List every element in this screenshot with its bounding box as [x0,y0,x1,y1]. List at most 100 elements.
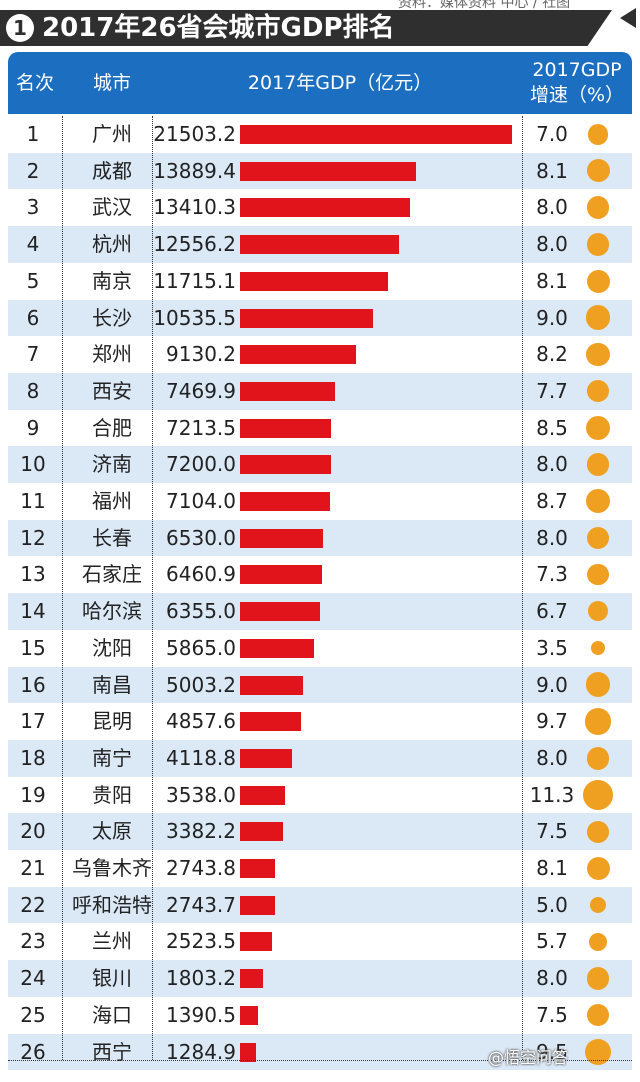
growth-rate-dot [589,932,607,951]
gdp-value-label: 2743.8 [166,856,236,880]
growth-rate-label: 7.5 [536,819,568,844]
ranking-table: 1 广州 21503.2 7.0 2 成都 13889.4 8.1 3 武汉 13410.3 8.0 4… [8,116,632,1071]
column-divider [522,116,523,1060]
growth-rate-dot [585,672,611,698]
gdp-bar [240,125,512,144]
city-cell: 太原 [92,819,132,844]
gdp-value-label: 5003.2 [166,672,236,697]
gdp-value-label: 3382.2 [166,819,236,844]
growth-rate-label: 9.0 [536,672,568,697]
growth-rate-label: 5.0 [536,892,568,917]
table-row: 14 哈尔滨 6355.0 6.7 [8,593,632,630]
gdp-value-label: 6355.0 [166,599,236,624]
gdp-bar [240,308,374,328]
rank-cell: 18 [20,745,46,770]
rank-cell: 20 [20,819,46,844]
growth-rate-dot [589,896,607,914]
growth-rate-dot [586,159,610,183]
growth-rate-label: 7.0 [536,122,568,146]
gdp-bar [240,381,335,401]
chart-title: 2017年26省会城市GDP排名 [42,13,395,43]
gdp-value-label: 7104.0 [166,489,236,513]
gdp-bar [240,822,283,842]
growth-rate-dot [584,708,612,735]
rank-cell: 26 [20,1039,46,1064]
table-row: 15 沈阳 5865.0 3.5 [8,630,632,667]
table-row: 13 石家庄 6460.9 7.3 [8,556,632,593]
city-cell: 呼和浩特 [72,892,152,917]
growth-rate-label: 7.3 [536,562,568,587]
gdp-value-label: 7469.9 [166,378,236,403]
table-row: 16 南昌 5003.2 9.0 [8,666,632,704]
rank-cell: 8 [26,378,40,403]
title-band [0,10,612,46]
table-row: 4 杭州 12556.2 8.0 [8,226,632,263]
city-cell: 南宁 [92,745,132,770]
gdp-value-label: 11715.1 [153,268,236,293]
city-cell: 银川 [92,966,132,991]
rank-cell: 11 [20,489,46,513]
table-row: 25 海口 1390.5 7.5 [8,997,632,1034]
growth-rate-dot [585,489,611,514]
gdp-bar [240,932,272,952]
growth-rate-dot [586,342,610,367]
header-gdp: 2017年GDP（亿元） [247,72,433,94]
table-row: 11 福州 7104.0 8.7 [8,483,632,520]
growth-rate-label: 3.5 [536,635,568,660]
growth-rate-dot [586,269,610,293]
gdp-bar [240,785,285,805]
growth-rate-label: 8.1 [536,158,568,183]
rank-cell: 2 [26,158,40,183]
growth-rate-dot [586,526,610,550]
table-row: 10 济南 7200.0 8.0 [8,446,632,483]
growth-rate-label: 8.0 [536,232,568,257]
city-cell: 贵阳 [92,782,132,807]
rank-cell: 24 [20,966,46,991]
table-row: 9 合肥 7213.5 8.5 [8,410,632,447]
gdp-value-label: 4857.6 [166,709,236,734]
growth-rate-dot [586,967,610,990]
city-cell: 哈尔滨 [82,599,142,624]
city-cell: 长春 [92,525,132,550]
rank-cell: 9 [26,415,40,440]
growth-rate-label: 9.5 [536,1039,568,1064]
table-row: 21 乌鲁木齐 2743.8 8.1 [8,850,632,887]
gdp-bar [240,859,275,878]
gdp-value-label: 3538.0 [166,782,236,807]
growth-rate-label: 8.1 [536,268,568,293]
title-number-badge: 1 [6,14,34,42]
gdp-value-label: 7213.5 [166,415,236,440]
city-cell: 武汉 [92,195,132,220]
growth-rate-dot [586,196,610,220]
gdp-bar [240,345,356,365]
rank-cell: 4 [26,232,40,257]
growth-rate-label: 8.0 [536,745,568,770]
rank-cell: 7 [26,342,40,367]
city-cell: 济南 [92,452,132,477]
rank-cell: 15 [20,635,46,660]
growth-rate-label: 8.0 [536,966,568,991]
growth-rate-dot [587,1004,609,1027]
growth-rate-label: 8.1 [536,856,568,880]
growth-rate-label: 8.0 [536,525,568,550]
city-cell: 长沙 [92,305,132,330]
gdp-bar [240,1005,258,1025]
gdp-value-label: 6460.9 [166,562,236,587]
gdp-bar [240,565,322,585]
column-divider [152,116,153,1060]
rank-cell: 12 [20,525,46,550]
gdp-bar [240,638,315,658]
gdp-bar [240,675,304,695]
city-cell: 昆明 [92,709,132,734]
gdp-bar [240,895,275,915]
growth-rate-label: 11.3 [529,782,575,807]
growth-rate-dot [587,820,609,843]
gdp-value-label: 10535.5 [153,305,236,330]
table-row: 18 南宁 4118.8 8.0 [8,739,632,777]
city-cell: 福州 [92,489,132,513]
header-rate-line1: 2017GDP [532,59,622,81]
gdp-bar [240,712,302,732]
table-row: 1 广州 21503.2 7.0 [8,116,632,153]
gdp-value-label: 12556.2 [153,232,236,257]
growth-rate-label: 8.0 [536,195,568,220]
